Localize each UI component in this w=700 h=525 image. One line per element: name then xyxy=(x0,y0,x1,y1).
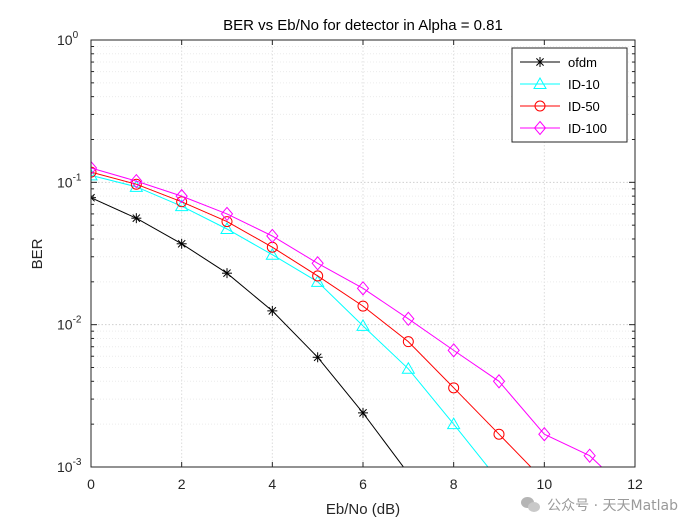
data-point xyxy=(538,426,551,442)
data-point xyxy=(402,311,415,327)
data-point xyxy=(266,228,279,244)
x-axis-label: Eb/No (dB) xyxy=(326,501,400,518)
data-point xyxy=(220,221,234,235)
legend-label: ID-50 xyxy=(568,99,600,114)
data-point xyxy=(356,281,370,296)
data-point xyxy=(91,160,98,176)
data-point xyxy=(357,300,369,312)
data-point xyxy=(401,361,416,374)
series-id-50 xyxy=(91,166,532,467)
data-point xyxy=(310,274,325,287)
watermark-text: 公众号 · 天天Matlab xyxy=(547,498,678,514)
y-tick-label: 100 xyxy=(57,30,79,48)
legend-marker xyxy=(533,76,547,89)
data-point xyxy=(265,247,280,260)
x-tick-label: 10 xyxy=(537,476,553,492)
watermark: 公众号 · 天天Matlab xyxy=(521,495,678,515)
data-point xyxy=(221,216,233,228)
data-point xyxy=(131,213,142,224)
data-point xyxy=(91,166,97,178)
y-tick-label: 10-2 xyxy=(57,315,82,333)
wechat-icon xyxy=(521,497,541,513)
data-point xyxy=(356,318,370,331)
legend-item: ID-100 xyxy=(520,120,607,136)
legend: ofdm ID-10 ID-50 ID-100 xyxy=(511,47,628,143)
x-tick-labels: 0 2 4 6 8 10 12 xyxy=(87,476,643,492)
data-point xyxy=(312,352,323,363)
legend-label: ofdm xyxy=(568,55,597,70)
data-point xyxy=(91,192,96,203)
x-tick-label: 4 xyxy=(268,476,276,492)
data-point xyxy=(176,196,188,208)
data-point xyxy=(220,206,234,222)
data-point xyxy=(358,407,368,418)
legend-item: ID-50 xyxy=(520,99,600,114)
data-point xyxy=(447,343,460,358)
legend-label: ID-100 xyxy=(568,121,607,136)
data-point xyxy=(130,178,142,190)
data-point xyxy=(175,188,188,204)
y-axis-label: BER xyxy=(29,238,46,269)
chart-title: BER vs Eb/No for detector in Alpha = 0.8… xyxy=(223,17,503,34)
data-point xyxy=(493,428,505,440)
legend-item: ofdm xyxy=(520,55,597,70)
ticks xyxy=(90,39,636,468)
y-tick-label: 10-3 xyxy=(57,457,82,475)
data-point xyxy=(583,448,596,464)
data-point xyxy=(176,238,187,249)
x-tick-label: 12 xyxy=(627,476,643,492)
series-line xyxy=(91,174,489,467)
data-point xyxy=(91,168,98,181)
data-point xyxy=(267,305,278,316)
data-point xyxy=(129,179,144,192)
series-id-10 xyxy=(91,168,489,467)
x-tick-label: 8 xyxy=(450,476,458,492)
legend-item: ID-10 xyxy=(520,76,600,92)
data-point xyxy=(312,270,324,282)
data-point xyxy=(448,382,460,394)
series-line xyxy=(91,167,603,467)
x-tick-label: 6 xyxy=(359,476,367,492)
data-point xyxy=(130,173,143,189)
series-id-100 xyxy=(91,160,603,467)
data-point xyxy=(402,336,414,348)
legend-marker xyxy=(535,57,545,67)
legend-marker xyxy=(534,100,546,112)
x-tick-label: 2 xyxy=(178,476,186,492)
legend-marker xyxy=(533,120,547,136)
legend-box xyxy=(511,47,628,143)
series-line xyxy=(91,171,532,467)
series-ofdm xyxy=(91,192,405,467)
legend-label: ID-10 xyxy=(568,77,600,92)
data-point xyxy=(492,374,506,389)
series-layer xyxy=(91,160,603,467)
data-point xyxy=(311,255,324,271)
data-point xyxy=(446,417,461,430)
y-tick-label: 10-1 xyxy=(57,172,82,190)
data-point xyxy=(222,268,232,279)
y-tick-labels: 100 10-1 10-2 10-3 xyxy=(57,30,82,475)
x-tick-label: 0 xyxy=(87,476,95,492)
